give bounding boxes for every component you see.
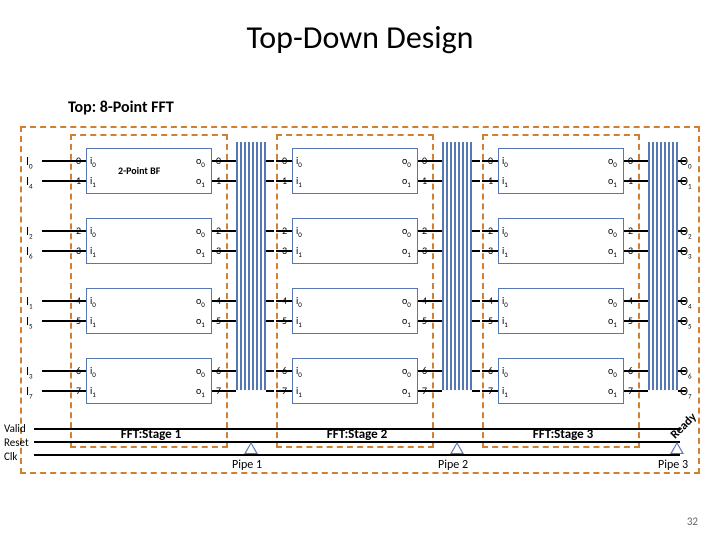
output-3: O3: [680, 246, 692, 259]
outer-box: I0I4I2I6I1I5I3I7 O0O1O2O3O4O5O6O7 FFT:St…: [20, 126, 700, 474]
pipe-2-icon: [450, 442, 464, 454]
bf-s1-r4: [86, 358, 212, 404]
bf-s3-r2: [498, 218, 624, 264]
output-5: O5: [680, 316, 692, 329]
output-1: O1: [680, 176, 692, 189]
bf-s3-r3: [498, 288, 624, 334]
bf-s3-r1: [498, 148, 624, 194]
bf-s2-r3: [292, 288, 418, 334]
clk-label: Clk: [4, 450, 17, 463]
output-2: O2: [680, 226, 692, 239]
input-7: I7: [26, 386, 33, 399]
pipe-3-icon: [670, 442, 684, 454]
bf-s1-r3: [86, 288, 212, 334]
input-1: I1: [26, 296, 33, 309]
bf-type-label: 2-Point BF: [118, 164, 160, 177]
output-7: O7: [680, 386, 692, 399]
slide-number: 32: [687, 515, 698, 528]
crossbar-1: [234, 142, 268, 390]
bf-s1-r2: [86, 218, 212, 264]
input-2: I2: [26, 226, 33, 239]
input-5: I5: [26, 316, 33, 329]
input-0: I0: [26, 156, 33, 169]
bf-s2-r1: [292, 148, 418, 194]
bf-s2-r2: [292, 218, 418, 264]
input-4: I4: [26, 176, 33, 189]
reset-label: Reset: [4, 436, 29, 449]
pipe-3-label: Pipe 3: [658, 458, 688, 472]
ready-label: Ready: [668, 410, 700, 442]
valid-label: Valid: [4, 422, 26, 435]
output-4: O4: [680, 296, 692, 309]
bf-s3-r4: [498, 358, 624, 404]
input-3: I3: [26, 366, 33, 379]
output-6: O6: [680, 366, 692, 379]
crossbar-3: [646, 142, 680, 390]
pipe-1-icon: [244, 442, 258, 454]
pipe-1-label: Pipe 1: [232, 458, 262, 472]
page-subtitle: Top: 8-Point FFT: [68, 98, 174, 117]
bf-s2-r4: [292, 358, 418, 404]
input-6: I6: [26, 246, 33, 259]
output-0: O0: [680, 156, 692, 169]
crossbar-2: [440, 142, 474, 390]
pipe-2-label: Pipe 2: [438, 458, 468, 472]
page-title: Top-Down Design: [0, 18, 720, 57]
